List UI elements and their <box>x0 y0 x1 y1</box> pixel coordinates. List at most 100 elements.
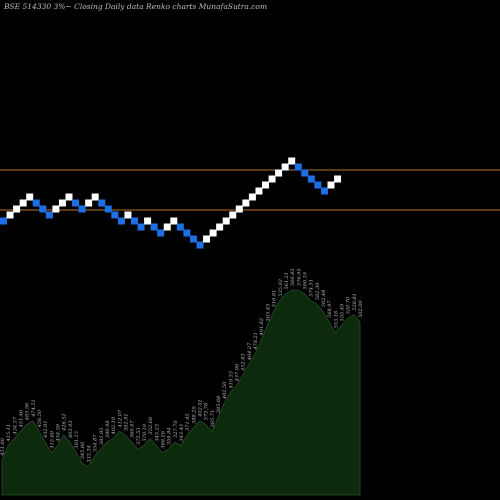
renko-brick-up <box>275 169 283 177</box>
renko-brick-down <box>104 205 112 213</box>
value-label: 590.19 <box>302 271 308 289</box>
renko-brick-up <box>170 217 178 225</box>
value-label: 412.07 <box>117 409 123 428</box>
renko-brick-down <box>72 199 80 207</box>
value-label: 370.10 <box>142 423 148 441</box>
renko-brick-down <box>117 217 125 225</box>
renko-brick-up <box>203 235 211 243</box>
renko-brick-up <box>13 205 21 213</box>
renko-brick-down <box>307 175 315 183</box>
renko-brick-down <box>0 217 7 225</box>
renko-brick-down <box>137 223 145 231</box>
value-label: 451.46 <box>19 409 25 428</box>
value-label: 373.78 <box>204 403 210 421</box>
renko-brick-up <box>242 199 250 207</box>
renko-brick-up <box>124 211 132 219</box>
renko-brick-down <box>78 205 86 213</box>
renko-brick-up <box>248 193 256 201</box>
renko-brick-up <box>334 175 342 183</box>
value-label: 491.82 <box>259 318 265 337</box>
value-label: 434.39 <box>56 423 62 442</box>
renko-brick-down <box>111 211 119 219</box>
renko-brick-up <box>262 181 269 189</box>
value-label: 516.81 <box>272 290 278 308</box>
value-label: 388.29 <box>191 406 197 424</box>
renko-brick-down <box>98 199 106 207</box>
renko-brick-up <box>85 199 93 207</box>
value-label: 502.00 <box>358 299 364 317</box>
value-label: 528.81 <box>352 293 358 311</box>
renko-brick-up <box>229 211 237 219</box>
value-label: 574.51 <box>309 279 315 297</box>
value-label: 327.70 <box>173 420 179 438</box>
value-label: 403.43 <box>68 420 74 439</box>
value-label: 464.27 <box>247 342 253 361</box>
renko-brick-up <box>281 163 289 171</box>
value-label: 371.45 <box>185 413 191 431</box>
value-label: 381.15 <box>74 431 80 449</box>
value-label: 415.11 <box>6 424 12 443</box>
value-label: 426.52 <box>62 413 68 432</box>
renko-bricks <box>0 157 342 249</box>
value-label: 352.68 <box>148 417 154 435</box>
renko-brick-down <box>301 169 309 177</box>
value-label: 576.95 <box>296 269 302 287</box>
renko-brick-up <box>144 217 152 225</box>
renko-brick-up <box>288 157 296 165</box>
volume-area-fill <box>1 289 361 496</box>
value-label: 345.23 <box>154 424 160 442</box>
renko-brick-down <box>176 223 184 231</box>
renko-brick-up <box>65 193 73 201</box>
value-label: 402.50 <box>222 381 228 400</box>
value-label: 483.56 <box>25 402 31 421</box>
value-label: 434.57 <box>12 416 18 435</box>
renko-brick-down <box>196 241 204 249</box>
renko-brick-up <box>26 193 34 201</box>
value-label: 419.53 <box>228 371 234 390</box>
value-label: 535.92 <box>278 279 284 297</box>
value-label: 402.19 <box>111 416 117 435</box>
renko-brick-down <box>189 235 197 243</box>
value-label: 354.87 <box>93 434 99 452</box>
value-label: 343.43 <box>179 424 185 442</box>
value-label: 360.47 <box>130 420 136 438</box>
value-label: 382.81 <box>123 413 129 431</box>
renko-brick-up <box>163 223 171 231</box>
renko-brick-up <box>235 205 243 213</box>
value-label: 432.01 <box>43 420 49 439</box>
value-label: 333.34 <box>86 445 92 463</box>
renko-brick-down <box>183 229 191 237</box>
value-label: 566.43 <box>290 269 296 287</box>
renko-brick-up <box>255 187 263 195</box>
value-label: 375.53 <box>136 428 142 446</box>
value-label: 385.68 <box>216 396 222 414</box>
renko-brick-up <box>216 223 224 231</box>
value-label: 520.70 <box>346 296 352 314</box>
value-label: 582.39 <box>315 282 321 300</box>
renko-brick-up <box>52 205 60 213</box>
renko-brick-down <box>294 163 302 171</box>
renko-brick-down <box>320 187 328 195</box>
value-label: 561.21 <box>284 272 290 290</box>
renko-brick-down <box>32 199 40 207</box>
renko-brick-up <box>19 199 27 207</box>
renko-brick-up <box>209 229 217 237</box>
renko-brick-down <box>150 223 158 231</box>
value-label: 385.95 <box>99 428 105 446</box>
value-label: 474.51 <box>31 399 37 418</box>
value-label: 553.18 <box>333 311 339 329</box>
volume-area <box>1 289 361 496</box>
value-label: 568.97 <box>327 299 333 317</box>
renko-brick-up <box>327 181 335 189</box>
renko-brick-up <box>91 193 99 201</box>
renko-brick-down <box>39 205 47 213</box>
value-label: 451.60 <box>0 437 6 456</box>
value-label: 385.71 <box>210 410 216 428</box>
value-label: 368.26 <box>160 430 166 448</box>
renko-brick-up <box>58 199 66 207</box>
value-label: 535.49 <box>339 303 345 321</box>
value-label: 456.50 <box>37 409 43 428</box>
